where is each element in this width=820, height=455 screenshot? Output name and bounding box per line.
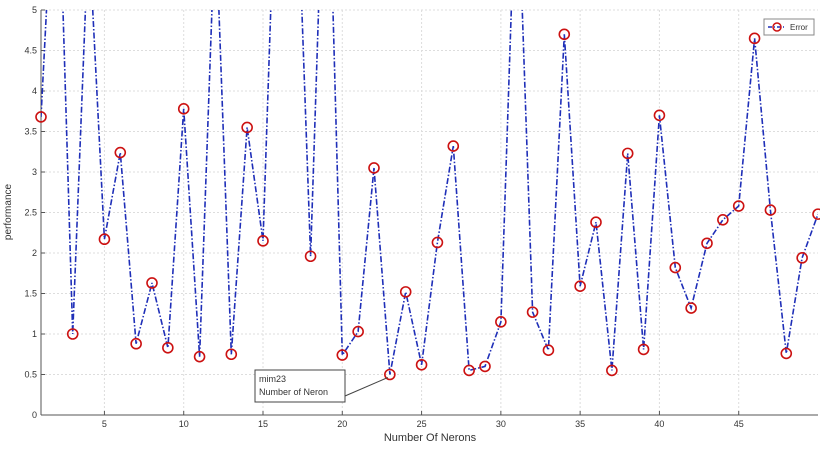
y-tick-label: 3 xyxy=(32,167,37,177)
annotation-layer: mim23 Number of Neron xyxy=(254,369,389,403)
data-point xyxy=(431,236,444,249)
data-point xyxy=(225,348,238,361)
legend-label: Error xyxy=(790,23,808,32)
annotation-pointer xyxy=(344,377,389,397)
x-tick-label: 40 xyxy=(654,419,664,429)
data-point xyxy=(447,140,460,152)
data-point xyxy=(304,250,317,263)
data-point xyxy=(653,109,666,122)
data-point xyxy=(748,32,761,45)
y-tick-label: 4.5 xyxy=(24,46,37,56)
data-point xyxy=(542,344,555,357)
data-point xyxy=(796,252,808,264)
x-tick-label: 30 xyxy=(496,419,506,429)
legend-marker xyxy=(772,22,782,32)
data-point xyxy=(98,233,111,246)
data-point xyxy=(812,208,820,220)
data-point xyxy=(193,350,206,363)
data-point xyxy=(415,358,428,371)
series-line xyxy=(41,10,818,375)
axis-layer: 5 10 15 20 25 30 35 40 45 0 0.5 1 1.5 2 2.5 3 3.5 4 4.5 5 xyxy=(24,5,818,429)
data-point xyxy=(764,204,777,216)
legend: Error xyxy=(763,18,815,36)
data-point xyxy=(479,360,491,373)
x-tick-label: 25 xyxy=(417,419,427,429)
data-point xyxy=(495,316,507,328)
x-tick-label: 45 xyxy=(734,419,744,429)
data-point xyxy=(669,261,682,274)
data-point xyxy=(368,162,380,174)
x-tick-label: 10 xyxy=(179,419,189,429)
series-layer xyxy=(35,10,820,381)
data-point xyxy=(162,341,174,354)
y-tick-label: 0 xyxy=(32,410,37,420)
data-point xyxy=(463,364,475,377)
x-tick-label: 5 xyxy=(102,419,107,429)
y-tick-label: 1 xyxy=(32,329,37,339)
y-tick-label: 2.5 xyxy=(24,208,37,218)
data-point xyxy=(257,235,269,247)
data-point xyxy=(241,121,253,134)
y-tick-label: 4 xyxy=(32,86,37,96)
data-point xyxy=(399,286,412,298)
data-point xyxy=(732,200,745,212)
grid-layer xyxy=(41,9,818,416)
x-tick-label: 35 xyxy=(575,419,585,429)
data-point xyxy=(336,349,349,361)
annotation-box xyxy=(254,369,346,403)
data-point xyxy=(352,325,364,338)
y-tick-label: 2 xyxy=(32,248,37,258)
data-point xyxy=(685,302,697,314)
data-point xyxy=(526,306,539,318)
annotation-text: mim23 xyxy=(259,374,286,384)
data-point xyxy=(574,280,586,293)
data-point xyxy=(590,216,602,229)
data-point xyxy=(780,347,793,360)
data-point xyxy=(146,277,158,289)
data-point xyxy=(384,368,396,381)
data-point xyxy=(701,237,713,250)
y-tick-label: 3.5 xyxy=(24,127,37,137)
y-tick-label: 0.5 xyxy=(24,370,37,380)
y-axis-label: performance xyxy=(3,183,14,240)
data-point xyxy=(606,364,618,377)
data-point xyxy=(66,328,79,340)
data-point xyxy=(717,213,729,226)
data-point xyxy=(558,28,571,41)
x-axis-label: Number Of Nerons xyxy=(384,432,477,444)
data-point xyxy=(35,111,47,123)
data-point xyxy=(177,103,190,115)
data-point xyxy=(621,147,634,160)
y-tick-label: 5 xyxy=(32,5,37,15)
data-point xyxy=(637,343,650,356)
data-point xyxy=(114,146,127,159)
y-tick-label: 1.5 xyxy=(24,289,37,299)
data-point xyxy=(130,337,142,350)
x-tick-label: 20 xyxy=(337,419,347,429)
annotation-text: Number of Neron xyxy=(259,387,328,397)
x-tick-label: 15 xyxy=(258,419,268,429)
